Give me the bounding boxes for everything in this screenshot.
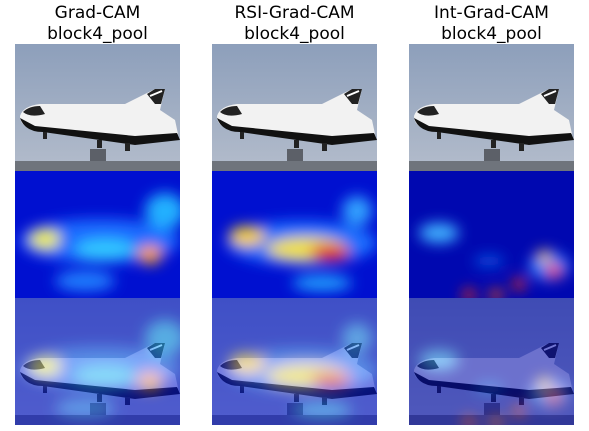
panel-title: Int-Grad-CAM xyxy=(434,3,549,23)
overlay xyxy=(15,298,185,425)
panel-grid: Grad-CAMblock4_poolRSI-Grad-CAMblock4_po… xyxy=(15,3,574,428)
overlay xyxy=(409,298,574,428)
panel-title: Grad-CAM xyxy=(55,3,141,23)
input-image xyxy=(15,44,180,171)
input-image xyxy=(212,44,377,171)
overlay-heatmap xyxy=(212,298,377,425)
panel-layer: block4_pool xyxy=(441,24,542,44)
panel-title: RSI-Grad-CAM xyxy=(234,3,354,23)
heatmap xyxy=(212,171,377,298)
overlay xyxy=(212,298,377,425)
panel-layer: block4_pool xyxy=(244,24,345,44)
panel-layer: block4_pool xyxy=(47,24,148,44)
input-image xyxy=(409,44,574,171)
heatmap xyxy=(409,171,574,301)
heatmap xyxy=(15,171,185,298)
overlay-heatmap xyxy=(15,298,185,425)
overlay-heatmap xyxy=(409,298,574,428)
